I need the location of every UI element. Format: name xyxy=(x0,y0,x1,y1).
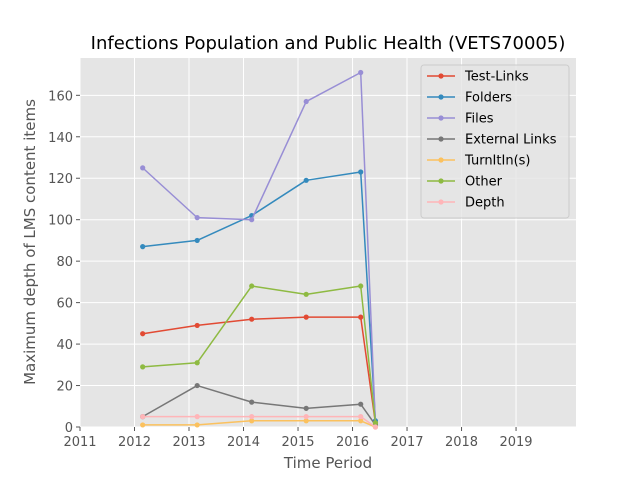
chart-title: Infections Population and Public Health … xyxy=(91,33,566,54)
series-line-files xyxy=(142,71,377,425)
x-tick-label: 2015 xyxy=(281,435,314,450)
data-point-external-links xyxy=(194,382,200,389)
legend-label: Depth xyxy=(465,196,505,211)
legend-label: Folders xyxy=(465,91,512,106)
legend-swatch-marker xyxy=(438,94,444,100)
data-point-external-links xyxy=(249,399,255,405)
legend-swatch-marker xyxy=(438,199,444,205)
data-point-test-links xyxy=(140,331,146,337)
legend-swatch-marker xyxy=(438,115,444,121)
data-point-files xyxy=(140,165,146,171)
data-point-test-links xyxy=(358,314,364,320)
y-tick-label: 120 xyxy=(48,172,73,187)
data-point-depth xyxy=(372,424,379,430)
data-point-turnitin-s xyxy=(140,422,146,428)
data-point-folders xyxy=(358,169,364,175)
y-tick-label: 140 xyxy=(48,131,73,146)
data-point-test-links xyxy=(303,314,309,320)
legend-item-files: Files xyxy=(427,112,494,127)
y-tick-label: 100 xyxy=(48,214,73,229)
data-point-test-links xyxy=(249,316,255,322)
data-point-depth xyxy=(358,414,364,420)
x-tick-label: 2019 xyxy=(499,435,532,450)
legend-item-folders: Folders xyxy=(427,91,512,106)
data-point-turnitin-s xyxy=(303,418,309,424)
legend-swatch-marker xyxy=(438,136,444,142)
y-tick-label: 60 xyxy=(56,297,73,312)
x-tick-label: 2017 xyxy=(390,435,423,450)
data-point-files xyxy=(194,215,200,221)
series-line-external-links xyxy=(142,384,377,426)
data-point-other xyxy=(303,291,309,297)
data-point-turnitin-s xyxy=(194,422,200,428)
data-point-depth xyxy=(249,414,255,420)
data-point-folders xyxy=(194,237,200,244)
data-point-other xyxy=(140,364,146,370)
x-axis-ticks: 2011 2012 2013 2014 2015 2016 2017 2018 2019 xyxy=(63,427,533,450)
data-point-depth xyxy=(194,414,200,420)
legend-box xyxy=(420,64,570,219)
series-line-test-links xyxy=(142,316,377,423)
x-tick-label: 2014 xyxy=(227,435,260,450)
legend-label: External Links xyxy=(465,133,557,148)
series-line-turnitin-s xyxy=(142,420,376,428)
legend-swatch-marker xyxy=(438,157,444,163)
data-point-external-links xyxy=(303,405,309,411)
y-tick-label: 0 xyxy=(65,421,73,436)
x-tick-label: 2013 xyxy=(172,435,205,450)
data-point-depth xyxy=(303,414,309,420)
series-other xyxy=(140,283,379,426)
data-point-test-links xyxy=(194,322,200,329)
series-line-folders xyxy=(142,171,377,421)
legend-label: Files xyxy=(465,112,494,127)
x-axis-label: Time Period xyxy=(283,454,372,472)
legend-label: TurnItIn(s) xyxy=(464,154,530,169)
data-point-folders xyxy=(303,177,309,183)
x-tick-label: 2016 xyxy=(336,435,369,450)
x-tick-label: 2018 xyxy=(445,435,478,450)
legend-label: Test-Links xyxy=(464,70,529,85)
series-line-depth xyxy=(142,415,376,428)
data-point-turnitin-s xyxy=(358,418,364,424)
series-external-links xyxy=(140,382,379,428)
data-point-files xyxy=(249,217,255,223)
series-line-other xyxy=(142,285,377,423)
data-point-external-links xyxy=(358,401,364,407)
legend: Test-Links Folders Files External Links Turn… xyxy=(420,64,570,219)
data-point-turnitin-s xyxy=(249,418,255,424)
data-point-other xyxy=(249,283,255,289)
x-tick-label: 2011 xyxy=(63,435,96,450)
data-point-files xyxy=(358,69,364,76)
legend-item-test-links: Test-Links xyxy=(427,70,529,85)
y-tick-label: 20 xyxy=(56,380,73,395)
series-turnitin-s xyxy=(140,418,379,430)
legend-swatch-marker xyxy=(438,73,444,79)
data-point-other xyxy=(372,420,379,426)
legend-item-other: Other xyxy=(427,175,503,190)
data-point-other xyxy=(358,283,364,289)
legend-item-turnitin-s: TurnItIn(s) xyxy=(427,154,530,169)
data-point-other xyxy=(194,360,200,366)
series-depth xyxy=(140,414,379,430)
legend-item-depth: Depth xyxy=(427,196,505,211)
data-point-files xyxy=(303,98,309,105)
series-layer xyxy=(140,69,379,430)
y-tick-label: 40 xyxy=(56,338,73,353)
x-tick-label: 2012 xyxy=(118,435,151,450)
data-point-depth xyxy=(140,414,146,420)
legend-swatch-marker xyxy=(438,178,444,184)
legend-item-external-links: External Links xyxy=(427,133,557,148)
y-tick-label: 160 xyxy=(48,89,73,104)
y-axis-ticks: 0 20 40 60 80 100 120 140 160 xyxy=(48,89,80,436)
y-tick-label: 80 xyxy=(56,255,73,270)
y-axis-label: Maximum depth of LMS content items xyxy=(21,99,39,385)
legend-label: Other xyxy=(465,175,503,190)
data-point-folders xyxy=(140,244,146,250)
